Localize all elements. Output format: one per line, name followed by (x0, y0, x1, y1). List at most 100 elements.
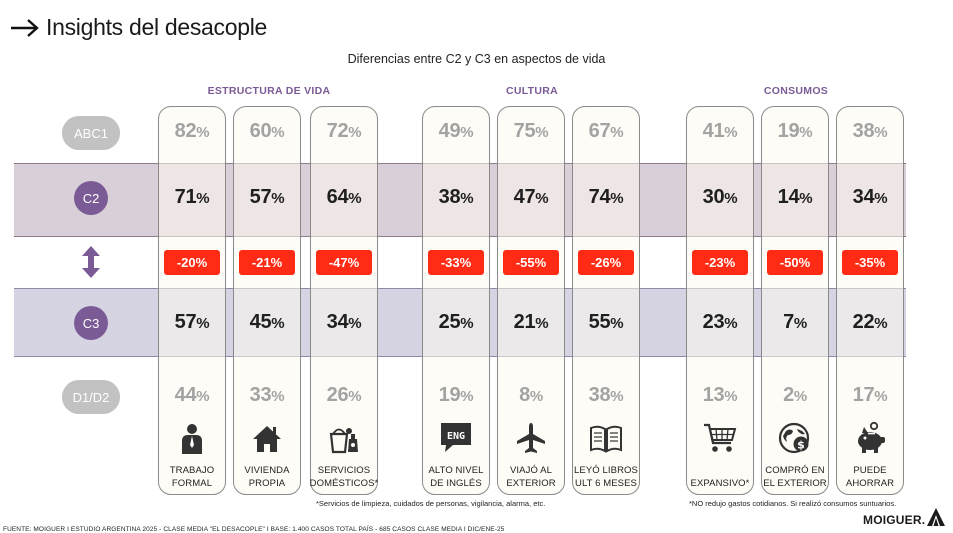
metric-label-line-1: SERVICIOS (317, 465, 371, 476)
source-footer: FUENTE: MOIGUER I ESTUDIO ARGENTINA 2025… (3, 526, 505, 533)
c3-value-number: 22 (852, 311, 875, 333)
services-footnote: *Servicios de limpieza, cuidados de pers… (316, 499, 546, 508)
d1d2-value-number: 26 (326, 384, 349, 406)
c2-value: 38% (422, 186, 490, 209)
metric-label: VIVIENDA PROPIA (229, 464, 305, 490)
percent-sign: % (196, 388, 210, 405)
abc1-value-number: 75 (513, 120, 536, 142)
percent-sign: % (535, 315, 549, 332)
abc1-value-number: 41 (702, 120, 725, 142)
percent-sign: % (793, 388, 807, 405)
c2-value-number: 47 (513, 186, 536, 208)
c2-value-number: 74 (588, 186, 611, 208)
percent-sign: % (460, 124, 474, 141)
percent-sign: % (724, 315, 738, 332)
difference-badge: -35% (842, 250, 898, 275)
d1d2-value: 8% (497, 384, 565, 407)
percent-sign: % (348, 190, 362, 207)
difference-badge: -47% (316, 250, 372, 275)
d1d2-value: 33% (233, 384, 301, 407)
abc1-value: 67% (572, 120, 640, 143)
metric-label-line-2: EL EXTERIOR (763, 478, 827, 489)
metric-label: ALTO NIVEL DE INGLÉS (418, 464, 494, 490)
abc1-value-number: 19 (777, 120, 800, 142)
c2-value: 74% (572, 186, 640, 209)
d1d2-value-number: 44 (174, 384, 197, 406)
d1d2-value: 17% (836, 384, 904, 407)
abc1-value: 60% (233, 120, 301, 143)
svg-text:$: $ (797, 439, 805, 452)
metric-label-line-1: LEYÓ LIBROS (574, 465, 638, 476)
c2-value-number: 14 (777, 186, 800, 208)
segment-d1d2-label: D1/D2 (62, 380, 120, 414)
metric-column (686, 106, 754, 495)
group-label-cultura: CULTURA (505, 85, 559, 97)
metric-label-line-2: ULT 6 MESES (575, 478, 637, 489)
metric-label-line-1: VIAJÓ AL (510, 465, 552, 476)
english-speech-icon: ENG (439, 421, 473, 455)
d1d2-value-number: 8 (519, 384, 530, 406)
c3-value: 22% (836, 311, 904, 334)
c3-value-number: 7 (783, 311, 794, 333)
percent-sign: % (460, 388, 474, 405)
metric-label-line-2: EXPANSIVO* (690, 478, 750, 489)
piggy-bank-icon (853, 421, 887, 455)
c3-value: 21% (497, 311, 565, 334)
percent-sign: % (874, 388, 888, 405)
metric-column (761, 106, 829, 495)
brand-logo-icon (927, 508, 945, 526)
percent-sign: % (348, 388, 362, 405)
arrow-right-icon (11, 18, 39, 37)
percent-sign: % (348, 315, 362, 332)
difference-badge: -55% (503, 250, 559, 275)
group-label-estructura: ESTRUCTURA DE VIDA (207, 85, 331, 97)
svg-text:ENG: ENG (447, 431, 465, 442)
metric-label: EXPANSIVO* (682, 464, 758, 490)
abc1-value-number: 72 (326, 120, 349, 142)
c3-value: 7% (761, 311, 829, 334)
metric-label: SERVICIOS DOMÉSTICOS* (306, 464, 382, 490)
c3-value: 55% (572, 311, 640, 334)
abc1-value-number: 49 (438, 120, 461, 142)
percent-sign: % (348, 124, 362, 141)
d1d2-value-number: 13 (702, 384, 725, 406)
percent-sign: % (460, 315, 474, 332)
percent-sign: % (799, 190, 813, 207)
c3-value-number: 45 (249, 311, 272, 333)
abc1-value: 19% (761, 120, 829, 143)
c2-value-number: 38 (438, 186, 461, 208)
d1d2-value-number: 38 (588, 384, 611, 406)
c2-value-number: 64 (326, 186, 349, 208)
d1d2-value: 38% (572, 384, 640, 407)
cleaning-bucket-icon (327, 421, 361, 455)
percent-sign: % (610, 315, 624, 332)
percent-sign: % (529, 388, 543, 405)
segment-c2-label: C2 (74, 181, 108, 215)
d1d2-value: 13% (686, 384, 754, 407)
c2-value: 34% (836, 186, 904, 209)
metric-label-line-1 (682, 464, 758, 477)
metric-label-line-1: PUEDE (853, 465, 887, 476)
title-text: Insights del desacople (46, 14, 267, 40)
abc1-value: 41% (686, 120, 754, 143)
difference-badge: -50% (767, 250, 823, 275)
chart-subtitle: Diferencias entre C2 y C3 en aspectos de… (347, 52, 606, 66)
percent-sign: % (460, 190, 474, 207)
percent-sign: % (271, 388, 285, 405)
metric-column (836, 106, 904, 495)
metric-label-line-2: PROPIA (248, 478, 286, 489)
metric-label-line-2: DE INGLÉS (430, 478, 482, 489)
c2-value: 64% (310, 186, 378, 209)
difference-badge: -26% (578, 250, 634, 275)
percent-sign: % (793, 315, 807, 332)
metric-column (310, 106, 378, 495)
c2-value-number: 30 (702, 186, 725, 208)
metric-label-line-2: AHORRAR (845, 478, 895, 489)
abc1-value-number: 67 (588, 120, 611, 142)
metric-label: COMPRÓ EN EL EXTERIOR (757, 464, 833, 490)
difference-badge: -23% (692, 250, 748, 275)
metric-label-line-2: EXTERIOR (506, 478, 556, 489)
segment-c3-label: C3 (74, 306, 108, 340)
c2-value-number: 71 (174, 186, 197, 208)
c3-value-number: 21 (513, 311, 536, 333)
